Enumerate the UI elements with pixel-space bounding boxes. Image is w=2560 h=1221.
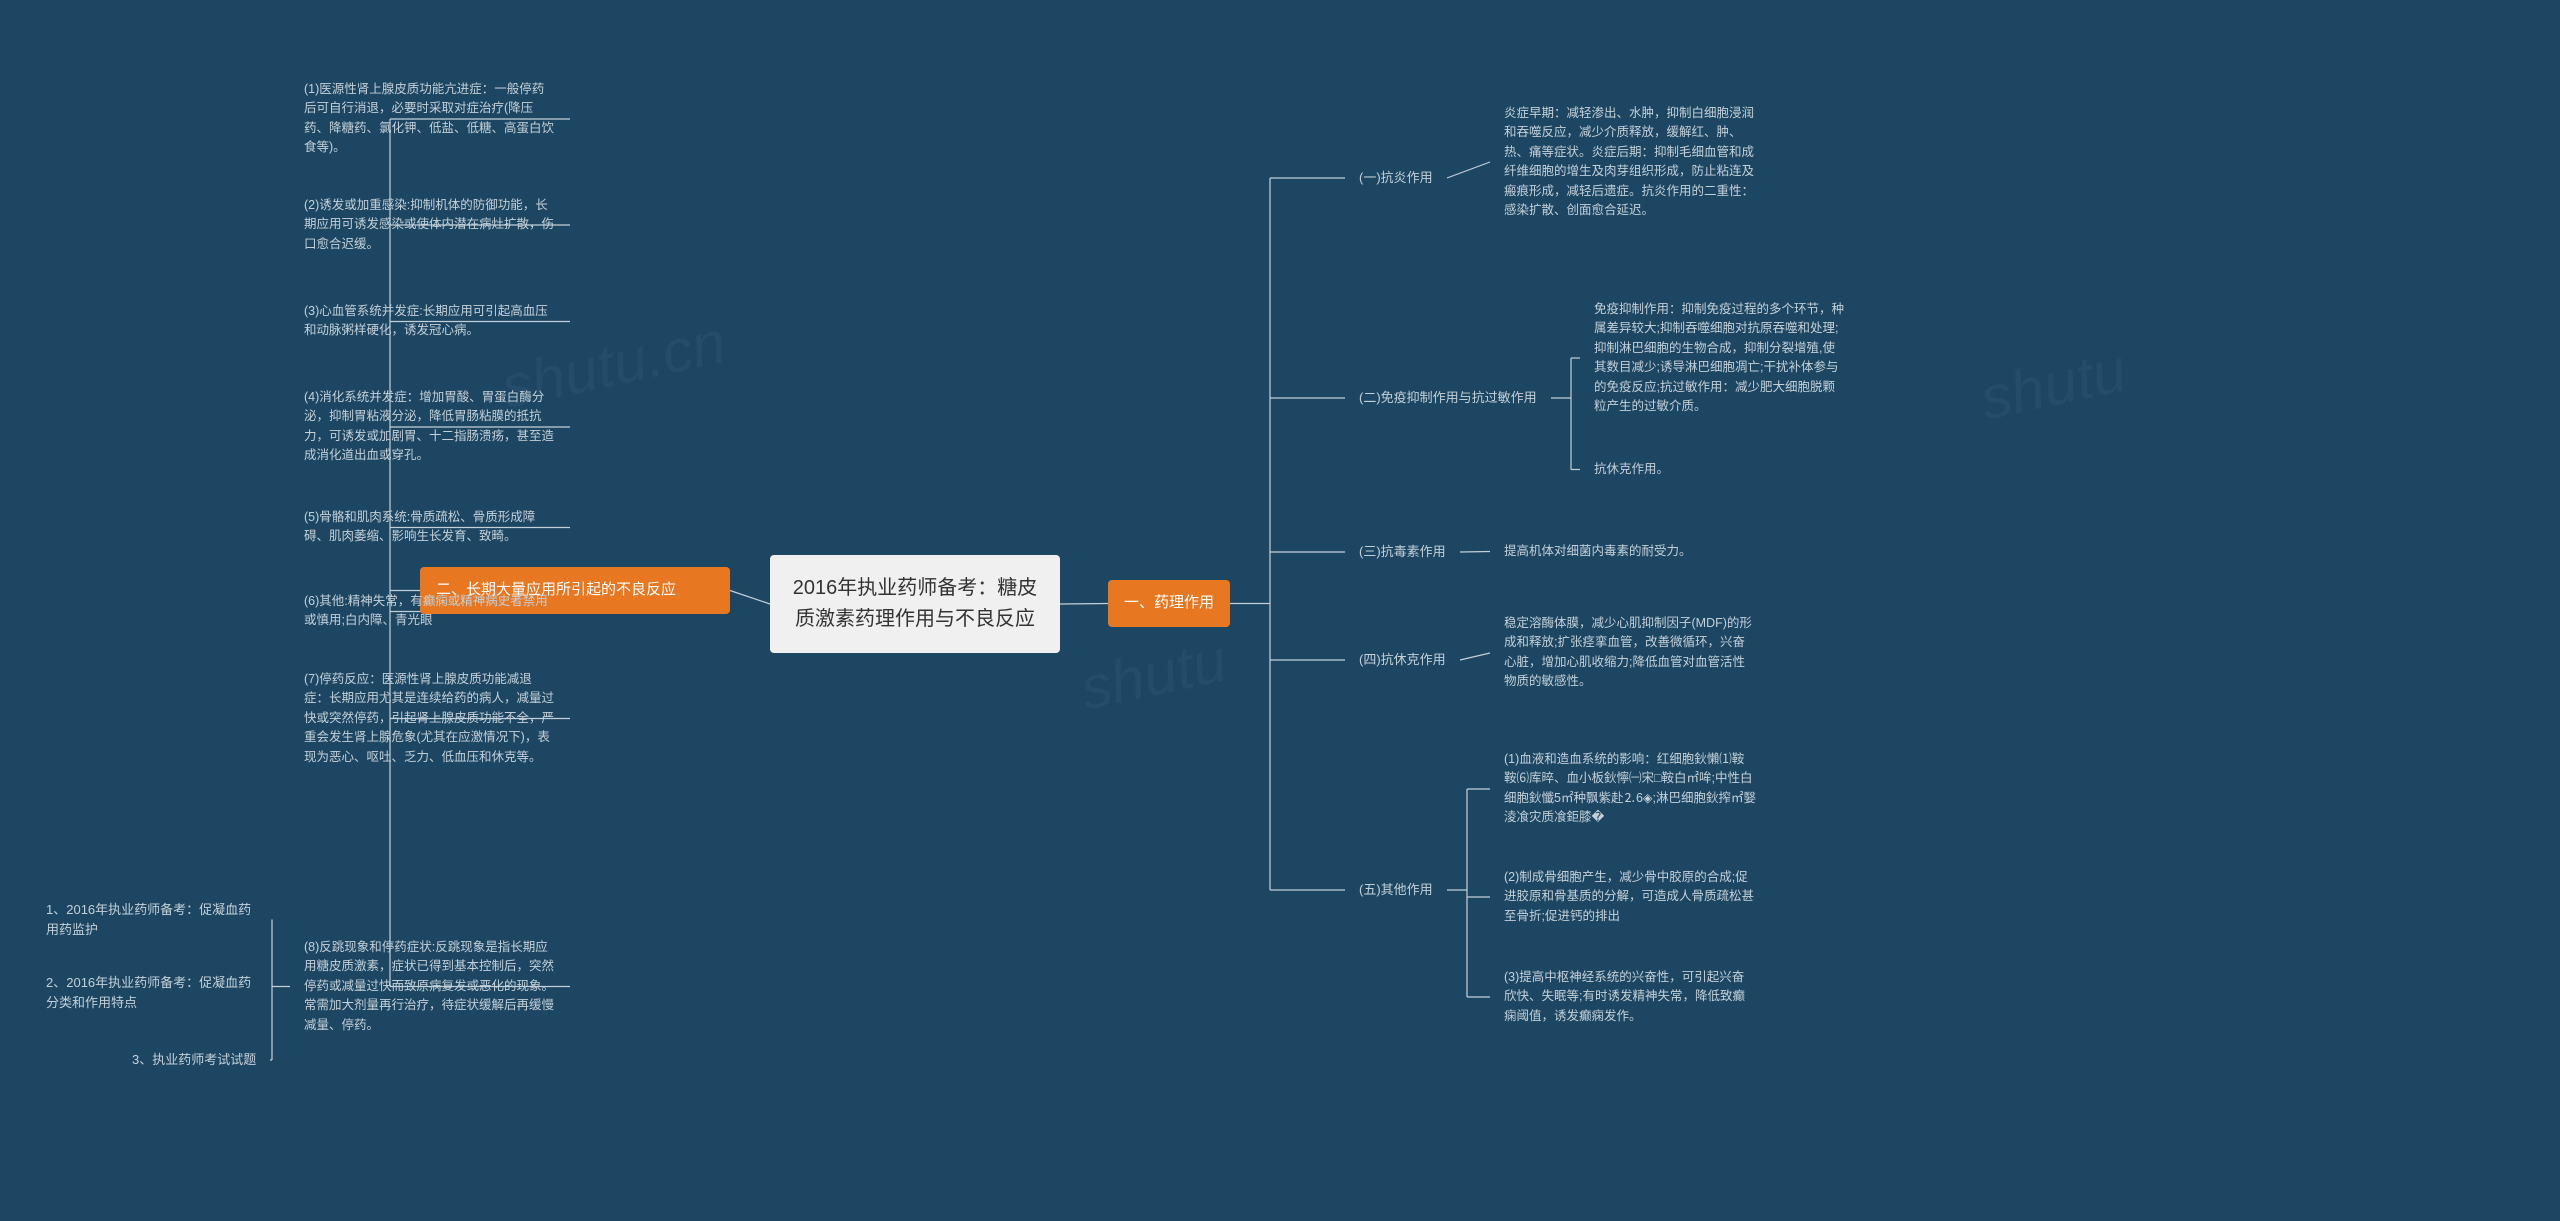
branch-right-pharmacology: 一、药理作用 bbox=[1108, 580, 1230, 627]
leaf-adverse-7: (7)停药反应：医源性肾上腺皮质功能减退症：长期应用尤其是连续给药的病人，减量过… bbox=[290, 660, 570, 777]
leaf-immunosuppression-detail: 免疫抑制作用：抑制免疫过程的多个环节，种属差异较大;抑制吞噬细胞对抗原吞噬和处理… bbox=[1580, 290, 1860, 426]
leaf-other-cns: (3)提高中枢神经系统的兴奋性，可引起兴奋欣快、失眠等;有时诱发精神失常，降低致… bbox=[1490, 958, 1770, 1036]
leaf-anti-inflammatory-detail: 炎症早期：减轻渗出、水肿，抑制白细胞浸润和吞噬反应，减少介质释放，缓解红、肿、热… bbox=[1490, 94, 1770, 230]
leaf-adverse-8: (8)反跳现象和停药症状:反跳现象是指长期应用糖皮质激素，症状已得到基本控制后，… bbox=[290, 928, 570, 1045]
subbranch-antitoxin: (三)抗毒素作用 bbox=[1345, 532, 1460, 572]
leaf-adverse-6: (6)其他:精神失常，有癫痫或精神病史者禁用或慎用;白内障、青光眼 bbox=[290, 582, 570, 641]
watermark: shutu bbox=[1974, 335, 2132, 433]
subbranch-other-effects: (五)其他作用 bbox=[1345, 870, 1447, 910]
leaf-other-blood: (1)血液和造血系统的影响：红细胞鈥懶⑴鞍鞍⑹库晬、血小板鈥懧㈠宋□鞍白㎡哞;中… bbox=[1490, 740, 1770, 838]
watermark: shutu bbox=[1074, 625, 1232, 723]
leaf-adverse-5: (5)骨骼和肌肉系统:骨质疏松、骨质形成障碍、肌肉萎缩、影响生长发育、致畸。 bbox=[290, 498, 570, 557]
leaf-adverse-2: (2)诱发或加重感染:抑制机体的防御功能，长期应用可诱发感染或使体内潜在病灶扩散… bbox=[290, 186, 570, 264]
leaf-antishock-detail: 稳定溶酶体膜，减少心肌抑制因子(MDF)的形成和释放;扩张痉挛血管，改善微循环，… bbox=[1490, 604, 1770, 702]
subbranch-immunosuppression: (二)免疫抑制作用与抗过敏作用 bbox=[1345, 378, 1551, 418]
subbranch-antishock: (四)抗休克作用 bbox=[1345, 640, 1460, 680]
leaf-related-3: 3、执业药师考试试题 bbox=[118, 1040, 270, 1080]
leaf-adverse-4: (4)消化系统并发症：增加胃酸、胃蛋白酶分泌，抑制胃粘液分泌，降低胃肠粘膜的抵抗… bbox=[290, 378, 570, 476]
leaf-adverse-3: (3)心血管系统并发症:长期应用可引起高血压和动脉粥样硬化，诱发冠心病。 bbox=[290, 292, 570, 351]
leaf-related-1: 1、2016年执业药师备考：促凝血药用药监护 bbox=[32, 890, 272, 949]
leaf-adverse-1: (1)医源性肾上腺皮质功能亢进症：一般停药后可自行消退，必要时采取对症治疗(降压… bbox=[290, 70, 570, 168]
subbranch-anti-inflammatory: (一)抗炎作用 bbox=[1345, 158, 1447, 198]
leaf-related-2: 2、2016年执业药师备考：促凝血药分类和作用特点 bbox=[32, 963, 272, 1022]
leaf-other-bone: (2)制成骨细胞产生，减少骨中胶原的合成;促进胶原和骨基质的分解，可造成人骨质疏… bbox=[1490, 858, 1770, 936]
leaf-antishock-note: 抗休克作用。 bbox=[1580, 450, 1683, 489]
root-node: 2016年执业药师备考：糖皮质激素药理作用与不良反应 bbox=[770, 555, 1060, 653]
leaf-antitoxin-detail: 提高机体对细菌内毒素的耐受力。 bbox=[1490, 532, 1706, 571]
